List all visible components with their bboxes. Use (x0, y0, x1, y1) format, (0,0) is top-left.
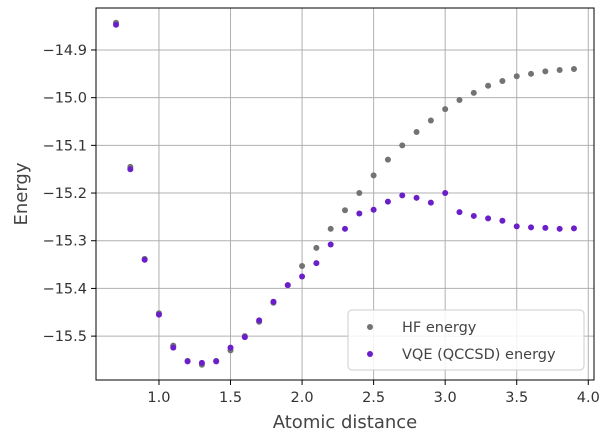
legend-marker (367, 351, 373, 357)
data-point (570, 225, 577, 232)
data-point (499, 217, 506, 224)
data-point (570, 66, 577, 73)
data-point (456, 97, 463, 104)
data-point (327, 241, 334, 248)
data-point (513, 223, 520, 230)
data-point (413, 129, 420, 135)
legend: HF energy VQE (QCCSD) energy (347, 309, 585, 371)
legend-marker (367, 324, 373, 330)
data-point (399, 142, 406, 149)
data-point (184, 358, 191, 365)
data-point (299, 273, 306, 280)
data-point (256, 317, 263, 324)
data-point (299, 263, 306, 270)
y-tick-label: −14.9 (43, 43, 87, 59)
data-point (284, 282, 291, 289)
data-point (270, 298, 277, 305)
data-point (313, 244, 320, 251)
x-tick-label: 2.5 (362, 390, 385, 406)
data-point (155, 311, 162, 318)
data-point (384, 156, 391, 163)
x-tick-label: 2.0 (291, 390, 314, 406)
data-point (427, 199, 434, 206)
data-point (370, 172, 377, 179)
data-point (313, 260, 320, 267)
data-points (113, 19, 577, 368)
y-tick-label: −15.3 (43, 234, 87, 250)
y-tick-label: −15.1 (43, 138, 87, 154)
x-tick-label: 4.0 (577, 390, 600, 406)
data-point (227, 344, 234, 351)
data-point (485, 82, 492, 89)
legend-box (347, 309, 585, 371)
data-point (513, 73, 520, 80)
data-point (113, 21, 120, 28)
x-tick-label: 3.0 (434, 390, 457, 406)
data-point (141, 256, 148, 263)
data-point (442, 106, 449, 113)
data-point (470, 212, 477, 219)
data-point (342, 207, 348, 214)
y-axis-title: Energy (11, 162, 32, 225)
data-point (170, 344, 177, 351)
x-tick-label: 1.5 (219, 390, 242, 406)
data-point (456, 209, 463, 216)
y-tick-label: −15.2 (43, 186, 87, 202)
x-axis-title: Atomic distance (273, 412, 418, 433)
data-point (556, 225, 563, 232)
data-point (342, 225, 348, 232)
plot-frame (95, 7, 595, 381)
data-point (356, 210, 363, 217)
axis-ticks: 1.0 1.5 2.0 2.5 3.0 3.5 4.0 −14.9 −15.0 −15.1 −15.… (43, 43, 600, 406)
vqe-energy-series (113, 21, 577, 366)
data-point (241, 334, 248, 341)
data-point (356, 190, 363, 197)
x-tick-label: 3.5 (505, 390, 528, 406)
data-point (413, 194, 420, 201)
data-point (470, 89, 477, 96)
data-point (327, 225, 334, 232)
y-tick-label: −15.5 (43, 329, 87, 345)
data-point (528, 224, 535, 231)
legend-label: VQE (QCCSD) energy (402, 347, 556, 363)
data-point (542, 68, 549, 75)
data-point (198, 359, 205, 366)
data-point (528, 70, 535, 77)
data-point (213, 358, 220, 365)
data-point (442, 190, 449, 197)
y-tick-label: −15.4 (43, 281, 87, 297)
data-point (370, 206, 377, 213)
data-point (499, 77, 506, 84)
data-point (399, 192, 406, 199)
data-point (384, 198, 391, 205)
y-tick-label: −15.0 (43, 91, 87, 107)
data-point (485, 215, 492, 222)
data-point (556, 67, 563, 73)
data-point (127, 166, 134, 173)
data-point (427, 117, 434, 124)
data-point (542, 224, 549, 231)
legend-label: HF energy (402, 320, 477, 336)
x-tick-label: 1.0 (147, 390, 170, 406)
